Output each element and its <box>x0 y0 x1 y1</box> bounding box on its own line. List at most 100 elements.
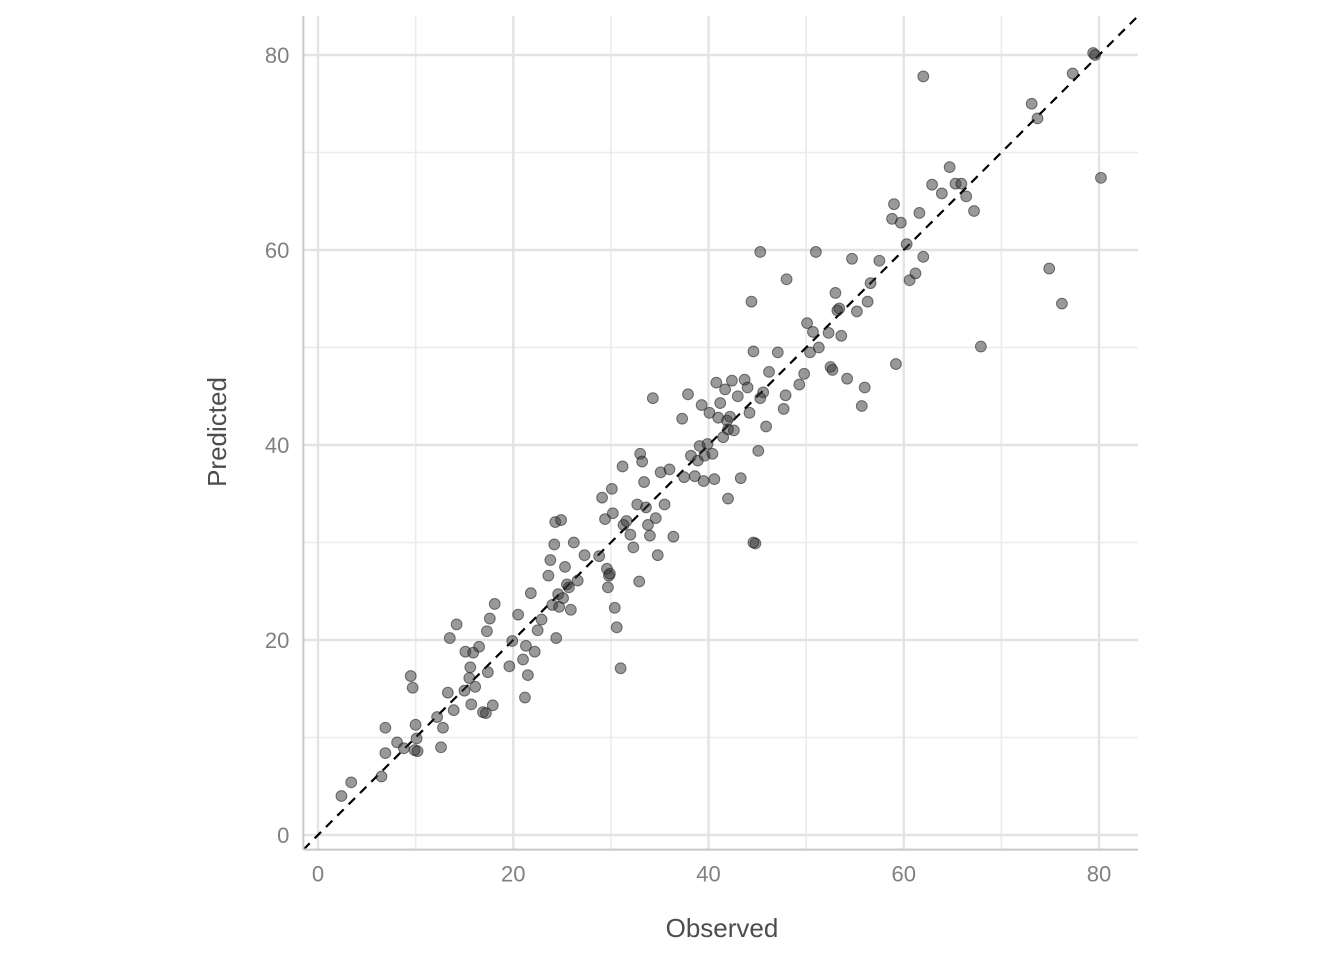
y-tick-label: 0 <box>277 823 289 848</box>
data-point <box>714 397 727 409</box>
data-point <box>450 618 463 631</box>
data-point <box>1043 262 1056 275</box>
data-point <box>888 198 900 211</box>
data-point <box>481 666 494 679</box>
identity-reference-line <box>302 15 1139 851</box>
data-point <box>695 399 708 411</box>
axes-layer <box>302 16 1139 851</box>
grid-layer <box>303 16 1139 850</box>
data-point <box>763 365 775 378</box>
data-point <box>535 613 548 626</box>
data-point <box>710 376 723 389</box>
data-point <box>480 625 493 638</box>
data-point <box>458 684 471 697</box>
data-point <box>567 536 580 549</box>
data-point <box>926 178 938 191</box>
data-point <box>528 645 541 658</box>
data-point <box>968 205 980 217</box>
data-point <box>1025 97 1038 110</box>
data-point <box>521 669 534 681</box>
data-point <box>974 340 987 353</box>
data-point <box>557 592 569 604</box>
data-point <box>431 711 444 723</box>
x-tick-label: 40 <box>696 862 720 887</box>
data-point <box>743 406 756 419</box>
data-point <box>682 388 694 401</box>
y-tick-labels: 0 20 40 60 80 <box>265 43 289 848</box>
data-point <box>798 367 811 380</box>
data-point <box>829 287 842 299</box>
data-point <box>398 742 410 755</box>
reference-line-layer <box>302 15 1139 851</box>
data-point <box>804 346 816 359</box>
data-point <box>780 273 793 286</box>
data-point <box>578 549 591 562</box>
data-point <box>437 721 449 734</box>
data-point <box>754 392 767 405</box>
data-point <box>544 554 557 566</box>
data-point <box>406 681 419 694</box>
data-point <box>620 515 633 527</box>
data-point <box>443 632 456 644</box>
data-point <box>435 741 447 754</box>
data-point <box>345 776 358 789</box>
y-axis-title: Predicted <box>202 377 232 487</box>
data-point <box>624 528 637 541</box>
data-point <box>608 601 621 614</box>
data-point <box>809 246 822 258</box>
data-point <box>807 326 819 338</box>
data-point <box>861 295 874 308</box>
data-point <box>531 624 544 637</box>
data-point <box>596 491 608 504</box>
data-point <box>741 381 754 394</box>
data-point <box>469 680 482 693</box>
data-point <box>603 567 616 580</box>
data-point <box>483 612 496 625</box>
x-tick-label: 80 <box>1087 862 1111 887</box>
y-tick-label: 60 <box>265 238 289 263</box>
data-point <box>734 472 747 485</box>
data-point <box>649 512 662 525</box>
data-point <box>602 581 614 594</box>
data-point <box>955 177 968 190</box>
x-tick-label: 20 <box>501 862 525 887</box>
data-point <box>706 447 719 460</box>
y-tick-label: 20 <box>265 628 289 653</box>
data-point <box>562 581 575 594</box>
data-point <box>638 476 650 488</box>
data-point <box>464 661 477 674</box>
data-point <box>855 400 868 412</box>
data-point <box>777 403 790 415</box>
x-tick-label: 60 <box>892 862 916 887</box>
data-point <box>793 378 806 391</box>
data-point <box>779 389 792 402</box>
data-point <box>614 662 627 675</box>
data-point <box>900 238 913 251</box>
data-point <box>754 246 767 258</box>
data-point <box>890 358 902 370</box>
data-point <box>644 529 656 542</box>
data-point <box>960 190 973 203</box>
data-point <box>864 277 877 290</box>
data-point <box>835 329 848 342</box>
data-point <box>747 536 760 549</box>
data-point <box>1095 171 1107 184</box>
data-point <box>731 390 744 403</box>
data-point <box>486 699 499 712</box>
data-point <box>465 698 478 711</box>
data-point <box>943 161 956 174</box>
data-point <box>409 718 422 731</box>
data-point <box>519 691 531 704</box>
data-point <box>480 707 492 720</box>
data-point <box>593 550 606 563</box>
data-point <box>909 267 922 280</box>
data-point <box>894 216 907 229</box>
data-point <box>548 538 561 551</box>
data-point <box>410 732 423 745</box>
data-point <box>719 383 731 396</box>
data-point <box>1056 297 1068 310</box>
data-point <box>379 721 392 734</box>
data-point <box>441 686 454 699</box>
points-layer <box>335 47 1107 802</box>
